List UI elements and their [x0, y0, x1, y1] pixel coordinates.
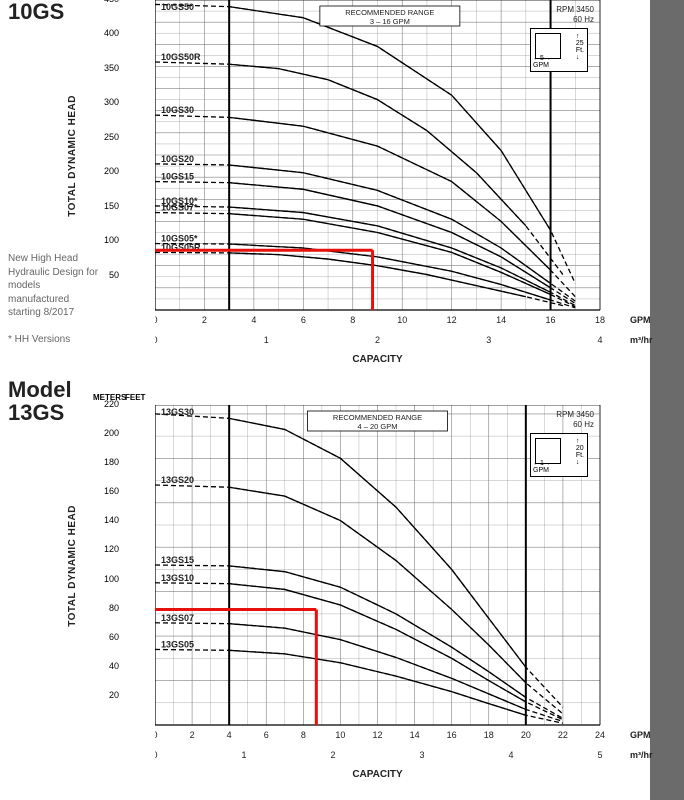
- svg-text:8: 8: [301, 730, 306, 740]
- svg-text:RPM 3450: RPM 3450: [556, 410, 594, 419]
- ytick-m: 350: [97, 63, 119, 73]
- svg-text:13GS07: 13GS07: [161, 613, 194, 623]
- svg-text:GPM: GPM: [630, 315, 651, 325]
- svg-text:10GS20: 10GS20: [161, 154, 194, 164]
- svg-text:4: 4: [597, 335, 602, 345]
- model-title-1: 10GS: [8, 0, 64, 23]
- svg-text:22: 22: [558, 730, 568, 740]
- ytick-m: 60: [97, 632, 119, 642]
- svg-text:10GS30: 10GS30: [161, 105, 194, 115]
- svg-text:13GS10: 13GS10: [161, 573, 194, 583]
- ytick-m: 140: [97, 515, 119, 525]
- svg-text:3: 3: [419, 750, 424, 760]
- feet-hdr: FEET: [125, 393, 145, 402]
- svg-text:8: 8: [350, 315, 355, 325]
- svg-text:CAPACITY: CAPACITY: [352, 769, 403, 780]
- ytick-m: 200: [97, 428, 119, 438]
- svg-text:CAPACITY: CAPACITY: [352, 354, 403, 365]
- svg-text:4: 4: [227, 730, 232, 740]
- svg-text:RECOMMENDED RANGE: RECOMMENDED RANGE: [345, 8, 434, 17]
- svg-text:10GS50: 10GS50: [161, 2, 194, 12]
- svg-text:13GS20: 13GS20: [161, 475, 194, 485]
- svg-text:2: 2: [190, 730, 195, 740]
- svg-text:16: 16: [447, 730, 457, 740]
- svg-text:1: 1: [241, 750, 246, 760]
- model-title-2: Model13GS: [8, 378, 72, 424]
- svg-text:0: 0: [155, 315, 158, 325]
- svg-text:5: 5: [597, 750, 602, 760]
- tdh-label: TOTAL DYNAMIC HEAD: [67, 95, 78, 217]
- svg-text:2: 2: [375, 335, 380, 345]
- svg-text:14: 14: [496, 315, 506, 325]
- ytick-m: 120: [97, 544, 119, 554]
- svg-text:16: 16: [546, 315, 556, 325]
- ytick-m: 300: [97, 97, 119, 107]
- svg-text:13GS30: 13GS30: [161, 407, 194, 417]
- ytick-m: 80: [97, 603, 119, 613]
- svg-text:60 Hz: 60 Hz: [573, 15, 594, 24]
- svg-text:10: 10: [397, 315, 407, 325]
- ytick-m: 200: [97, 166, 119, 176]
- svg-text:4: 4: [251, 315, 256, 325]
- svg-text:3: 3: [486, 335, 491, 345]
- svg-text:2: 2: [202, 315, 207, 325]
- svg-text:0: 0: [155, 335, 158, 345]
- svg-text:m³/hr: m³/hr: [630, 335, 653, 345]
- ytick-m: 100: [97, 235, 119, 245]
- svg-text:60 Hz: 60 Hz: [573, 420, 594, 429]
- ytick-m: 450: [97, 0, 119, 4]
- ytick-m: 160: [97, 486, 119, 496]
- svg-text:12: 12: [372, 730, 382, 740]
- svg-text:10GS15: 10GS15: [161, 172, 194, 182]
- svg-text:10GS07*: 10GS07*: [161, 203, 198, 213]
- ytick-m: 150: [97, 201, 119, 211]
- svg-text:4: 4: [508, 750, 513, 760]
- svg-text:4 – 20 GPM: 4 – 20 GPM: [357, 422, 397, 431]
- svg-text:13GS05: 13GS05: [161, 639, 194, 649]
- svg-text:GPM: GPM: [630, 730, 651, 740]
- svg-text:2: 2: [330, 750, 335, 760]
- svg-text:6: 6: [264, 730, 269, 740]
- svg-text:12: 12: [447, 315, 457, 325]
- ytick-m: 250: [97, 132, 119, 142]
- ytick-m: 180: [97, 457, 119, 467]
- svg-text:18: 18: [484, 730, 494, 740]
- hh-note: New High HeadHydraulic Design formodels …: [8, 252, 103, 347]
- svg-text:3 – 16 GPM: 3 – 16 GPM: [370, 17, 410, 26]
- svg-text:10: 10: [335, 730, 345, 740]
- ytick-m: 100: [97, 574, 119, 584]
- inset-box-2: ↑20Ft.↓←1→GPM: [530, 433, 588, 477]
- svg-text:18: 18: [595, 315, 605, 325]
- ytick-m: 20: [97, 690, 119, 700]
- svg-text:24: 24: [595, 730, 605, 740]
- svg-text:13GS15: 13GS15: [161, 555, 194, 565]
- ytick-m: 400: [97, 28, 119, 38]
- svg-text:0: 0: [155, 750, 158, 760]
- svg-text:0: 0: [155, 730, 158, 740]
- svg-text:6: 6: [301, 315, 306, 325]
- svg-text:14: 14: [410, 730, 420, 740]
- svg-text:10GS50R: 10GS50R: [161, 52, 201, 62]
- svg-text:m³/hr: m³/hr: [630, 750, 653, 760]
- svg-text:20: 20: [521, 730, 531, 740]
- inset-box-1: ↑25Ft.↓←5→GPM: [530, 28, 588, 72]
- ytick-m: 40: [97, 661, 119, 671]
- tdh-label: TOTAL DYNAMIC HEAD: [67, 505, 78, 627]
- svg-text:1: 1: [264, 335, 269, 345]
- svg-text:RECOMMENDED RANGE: RECOMMENDED RANGE: [333, 413, 422, 422]
- svg-text:RPM 3450: RPM 3450: [556, 5, 594, 14]
- ytick-m: 50: [97, 270, 119, 280]
- meters-hdr: METERS: [93, 393, 126, 402]
